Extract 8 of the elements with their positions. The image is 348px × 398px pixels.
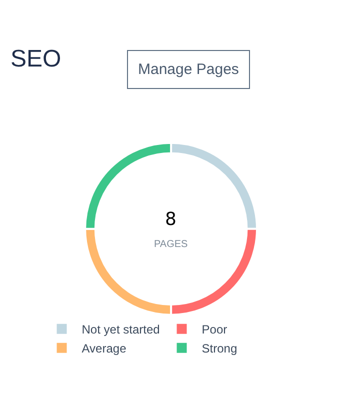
text: Manage Pages	[138, 61, 239, 78]
text: PAGES	[154, 239, 188, 250]
legend-label: Strong	[202, 342, 238, 356]
legend-label: Not yet started	[82, 322, 160, 337]
text: 8	[165, 209, 176, 230]
chart-title: SEO	[10, 45, 62, 72]
legend-label: Poor	[202, 322, 228, 337]
legend-label: Average	[82, 342, 127, 356]
